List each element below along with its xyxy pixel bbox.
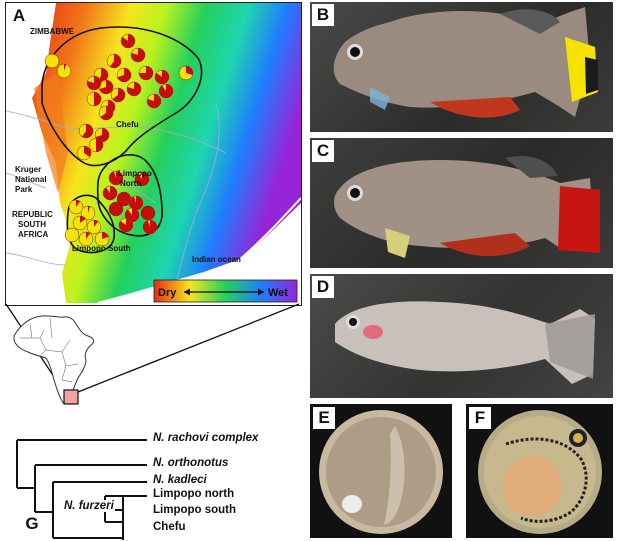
panel-c-photo: C bbox=[310, 138, 613, 268]
pie-marker bbox=[94, 127, 110, 143]
label-kruger-3: Park bbox=[15, 185, 33, 194]
label-south-africa-2: SOUTH bbox=[18, 220, 46, 229]
pie-marker bbox=[110, 87, 126, 103]
pie-marker bbox=[120, 33, 136, 49]
pie-marker bbox=[64, 227, 80, 243]
label-limpopo-south: Limpopo South bbox=[72, 244, 131, 253]
pie-marker bbox=[128, 195, 144, 211]
panel-label-g: G bbox=[21, 513, 43, 535]
phylogeny-branches bbox=[16, 439, 147, 540]
panel-label-c: C bbox=[312, 140, 334, 162]
label-south-africa-1: REPUBLIC bbox=[12, 210, 53, 219]
legend-dry: Dry bbox=[158, 287, 177, 299]
pie-marker bbox=[106, 53, 122, 69]
panel-label-e: E bbox=[313, 407, 335, 429]
legend-wet: Wet bbox=[268, 287, 288, 299]
pie-marker bbox=[108, 201, 124, 217]
pie-marker bbox=[94, 231, 110, 247]
panel-b-photo: B bbox=[310, 2, 613, 132]
pie-marker bbox=[130, 47, 146, 63]
pie-marker bbox=[98, 79, 114, 95]
label-indian-ocean: Indian ocean bbox=[192, 255, 241, 264]
panel-g-tree: N. rachovi complex N. orthonotus N. kadl… bbox=[5, 420, 305, 540]
panel-label-a: A bbox=[8, 5, 30, 27]
pie-marker bbox=[86, 91, 102, 107]
label-kruger-1: Kruger bbox=[15, 165, 41, 174]
pie-marker bbox=[146, 93, 162, 109]
pie-marker bbox=[142, 219, 158, 235]
panel-label-f: F bbox=[469, 407, 491, 429]
pie-marker bbox=[78, 231, 94, 247]
africa-inset bbox=[5, 303, 300, 405]
fish-male-yellow-tail bbox=[333, 7, 598, 118]
dry-wet-legend: Dry Wet bbox=[153, 279, 298, 303]
panel-a-map: ZIMBABWE Chefu Kruger National Park Limp… bbox=[5, 2, 302, 306]
label-kruger-2: National bbox=[15, 175, 47, 184]
pie-marker bbox=[102, 185, 118, 201]
pie-marker bbox=[140, 205, 156, 221]
taxon-rachovi: N. rachovi complex bbox=[153, 432, 259, 444]
label-south-africa-3: AFRICA bbox=[18, 230, 48, 239]
pie-marker bbox=[72, 215, 88, 231]
panel-d-photo: D bbox=[310, 274, 613, 398]
node-label-furzeri: N. furzeri bbox=[63, 500, 115, 512]
label-limpopo-north-2: North bbox=[120, 179, 141, 188]
pie-marker bbox=[154, 69, 170, 85]
pie-marker bbox=[80, 205, 96, 221]
pie-marker bbox=[108, 170, 124, 186]
pie-marker bbox=[116, 67, 132, 83]
pie-marker bbox=[126, 81, 142, 97]
taxon-limpopo-south: Limpopo south bbox=[153, 504, 237, 516]
distribution-map: ZIMBABWE Chefu Kruger National Park Limp… bbox=[6, 3, 301, 305]
pie-marker bbox=[86, 75, 102, 91]
taxon-limpopo-north: Limpopo north bbox=[153, 488, 235, 500]
label-zimbabwe: ZIMBABWE bbox=[30, 27, 75, 36]
embryo-late bbox=[478, 410, 602, 534]
panel-label-d: D bbox=[312, 276, 334, 298]
taxon-chefu: Chefu bbox=[153, 521, 186, 533]
label-chefu: Chefu bbox=[116, 120, 139, 129]
label-limpopo-north-1: Limpopo bbox=[118, 169, 152, 178]
pie-marker bbox=[76, 145, 92, 161]
pie-marker bbox=[158, 83, 174, 99]
pie-marker bbox=[68, 199, 84, 215]
embryo-early bbox=[319, 410, 443, 534]
fish-female bbox=[335, 301, 595, 384]
panel-label-b: B bbox=[312, 4, 334, 26]
panel-e-photo: E bbox=[310, 404, 452, 538]
africa-outline bbox=[13, 315, 95, 404]
panel-f-photo: F bbox=[466, 404, 613, 538]
taxon-kadleci: N. kadleci bbox=[153, 474, 207, 486]
rivers bbox=[6, 102, 227, 284]
pie-marker bbox=[86, 219, 102, 235]
pie-marker bbox=[93, 67, 109, 83]
pie-marker bbox=[78, 123, 94, 139]
pie-marker bbox=[178, 65, 194, 81]
pie-marker bbox=[134, 171, 150, 187]
pie-marker bbox=[56, 63, 72, 79]
pie-markers bbox=[44, 33, 194, 247]
taxon-orthonotus: N. orthonotus bbox=[153, 457, 229, 469]
pie-marker bbox=[118, 217, 134, 233]
pie-marker bbox=[138, 65, 154, 81]
fish-male-red-tail bbox=[334, 156, 600, 258]
pie-marker bbox=[98, 105, 114, 121]
pie-marker bbox=[44, 53, 60, 69]
